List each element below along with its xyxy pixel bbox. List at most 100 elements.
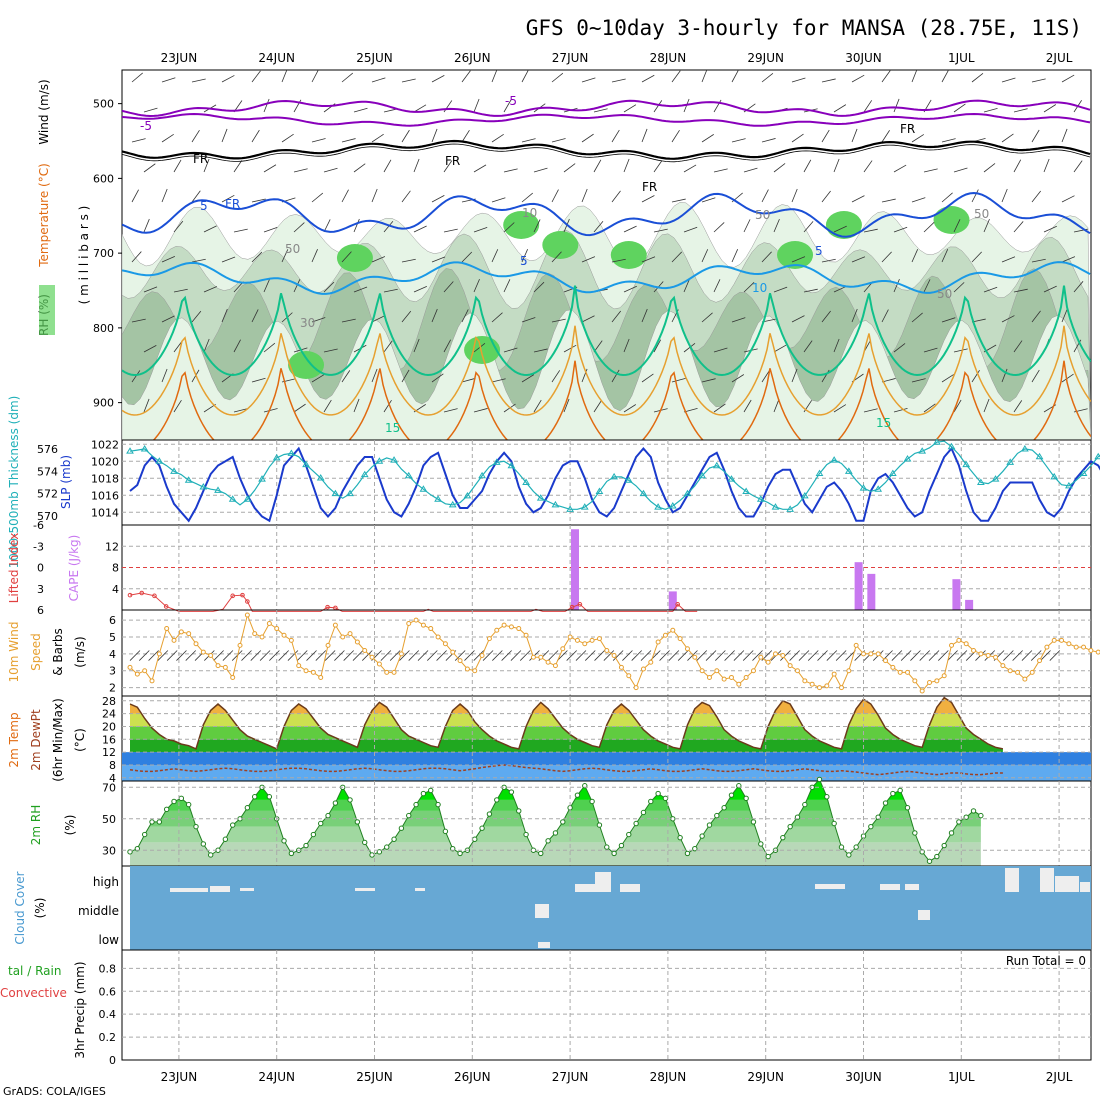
wind-barb: [581, 77, 596, 83]
cloud-panel: high middle low Cloud Cover (%): [13, 865, 1092, 951]
wind-speed-marker: [303, 668, 309, 674]
cloud-block: [575, 884, 595, 892]
tick-label: 70: [102, 781, 116, 794]
rh-marker: [816, 776, 823, 783]
rh-marker: [398, 825, 405, 831]
wind-barb: [551, 251, 562, 263]
rh-marker: [787, 823, 793, 830]
rh2m-axis-label: 2m RH: [29, 805, 43, 846]
wind-speed-marker: [861, 651, 866, 657]
contour-label: FR: [642, 180, 657, 194]
wind-barb: [803, 340, 813, 353]
rh-marker: [618, 842, 625, 849]
rh-band: [130, 799, 981, 811]
tick-label: 0.4: [99, 1008, 117, 1021]
wind-barb: [623, 158, 630, 173]
rh-marker: [934, 853, 940, 860]
wind-barb: [752, 650, 763, 661]
rh-marker: [655, 790, 661, 797]
wind-speed-marker: [684, 646, 690, 652]
wind-barb: [324, 650, 336, 661]
wind-speed-marker: [890, 664, 896, 670]
wind-barb: [641, 373, 654, 383]
wind-barb: [1001, 256, 1016, 263]
wind-barb: [791, 133, 804, 143]
wind-barb: [1043, 225, 1057, 233]
contour-label: FR: [193, 152, 208, 166]
cape-bar: [952, 579, 961, 610]
thickness-marker: [624, 476, 633, 483]
wind-barb: [389, 650, 401, 661]
wind-barb: [401, 78, 416, 83]
wind-speed-marker: [765, 659, 771, 665]
wind-speed-marker: [538, 654, 544, 660]
rh-high-blob: [464, 336, 501, 364]
thickness-marker: [976, 478, 985, 485]
wind-barb: [668, 650, 680, 661]
wind-speed-marker: [193, 641, 199, 647]
wind-barb: [881, 309, 889, 323]
date-label: 27JUN: [552, 1070, 589, 1084]
date-label: 30JUN: [845, 51, 882, 65]
wind-speed-marker: [1037, 658, 1043, 664]
rh-marker: [941, 842, 947, 849]
wind-barb: [259, 650, 271, 661]
rh-marker: [846, 852, 852, 858]
wind-barb: [129, 650, 141, 661]
wind-barb: [713, 168, 728, 173]
cloud-block: [918, 910, 930, 920]
thickness-marker: [170, 467, 178, 474]
wind-barb: [713, 222, 725, 233]
cloud-level-label: high: [93, 875, 119, 889]
wind-speed-marker: [362, 647, 368, 653]
wind-barb: [623, 225, 637, 233]
thickness-marker: [478, 471, 486, 479]
thickness-marker: [683, 489, 692, 497]
wind-barb: [593, 400, 602, 413]
wind-barb: [176, 650, 187, 661]
wind-speed-marker: [523, 632, 529, 638]
thickness-marker: [551, 500, 560, 508]
thickness-marker: [199, 483, 208, 490]
wind-speed-marker: [1059, 637, 1065, 643]
thickness-marker: [947, 442, 956, 450]
wind-barb: [131, 189, 139, 203]
temp-band: [130, 697, 1003, 714]
contour-label: 10: [752, 281, 767, 295]
wind-barb: [131, 72, 143, 83]
wind-barb: [893, 164, 907, 173]
millibars-axis-label: ( m i l l i b a r s ): [77, 206, 91, 305]
wind-speed-marker: [699, 668, 705, 674]
wind-barb: [287, 650, 299, 661]
tick-label: 1022: [91, 438, 119, 451]
wind-barb: [431, 373, 444, 383]
tick-label: 900: [93, 397, 114, 410]
wind-barb: [731, 70, 739, 83]
thickness-marker: [346, 489, 354, 497]
cloud-block: [170, 888, 208, 892]
wind-speed-marker: [171, 637, 177, 643]
wind-barb: [881, 198, 896, 203]
wind-barb: [473, 164, 487, 173]
wind-barb: [1001, 368, 1008, 383]
rh-marker: [435, 801, 441, 808]
run-total-label: Run Total = 0: [1006, 954, 1086, 968]
lifted-index-marker: [230, 593, 235, 599]
wind-speed-marker: [941, 673, 947, 679]
wind-speed-marker: [640, 666, 646, 672]
thickness-marker: [654, 503, 663, 510]
wind-barb: [623, 338, 630, 353]
wind-speed-marker: [479, 653, 485, 659]
cloud-block: [1080, 882, 1090, 892]
wind-barb: [157, 650, 169, 661]
wind-barb: [251, 377, 266, 383]
wind-barb: [278, 650, 289, 661]
wind-barb: [833, 158, 840, 173]
wind-barb: [671, 70, 681, 83]
wind-barb: [148, 650, 159, 661]
rh-marker: [185, 801, 192, 808]
lifted-index-marker: [152, 593, 157, 599]
wind-barb: [491, 312, 503, 323]
rh-high-blob: [610, 241, 647, 269]
tick-label: -3: [33, 540, 44, 553]
